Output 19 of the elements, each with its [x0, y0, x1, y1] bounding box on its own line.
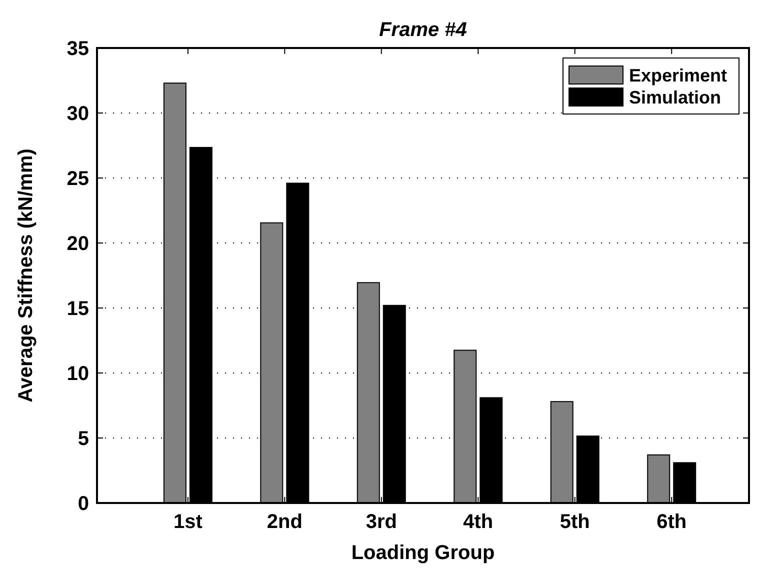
- y-tick-label: 5: [78, 428, 89, 450]
- x-axis-title: Loading Group: [351, 542, 495, 564]
- y-tick-label: 20: [66, 233, 89, 255]
- y-axis-title: Average Stiffness (kN/mm): [15, 148, 37, 402]
- y-tick-label: 35: [66, 38, 89, 60]
- y-tick-label: 25: [66, 168, 89, 190]
- legend-label: Simulation: [629, 87, 722, 108]
- chart-title: Frame #4: [379, 19, 467, 41]
- x-tick-label: 1st: [173, 511, 203, 533]
- x-tick-label: 6th: [656, 511, 687, 533]
- y-tick-label: 15: [66, 298, 89, 320]
- x-tick-label: 5th: [560, 511, 590, 533]
- x-tick-label: 2nd: [266, 511, 302, 533]
- legend-label: Experiment: [629, 65, 728, 86]
- x-tick-label: 4th: [463, 511, 494, 533]
- y-tick-label: 10: [66, 363, 89, 385]
- x-tick-label: 3rd: [366, 511, 397, 533]
- y-tick-label: 0: [78, 493, 89, 515]
- y-tick-label: 30: [66, 103, 89, 125]
